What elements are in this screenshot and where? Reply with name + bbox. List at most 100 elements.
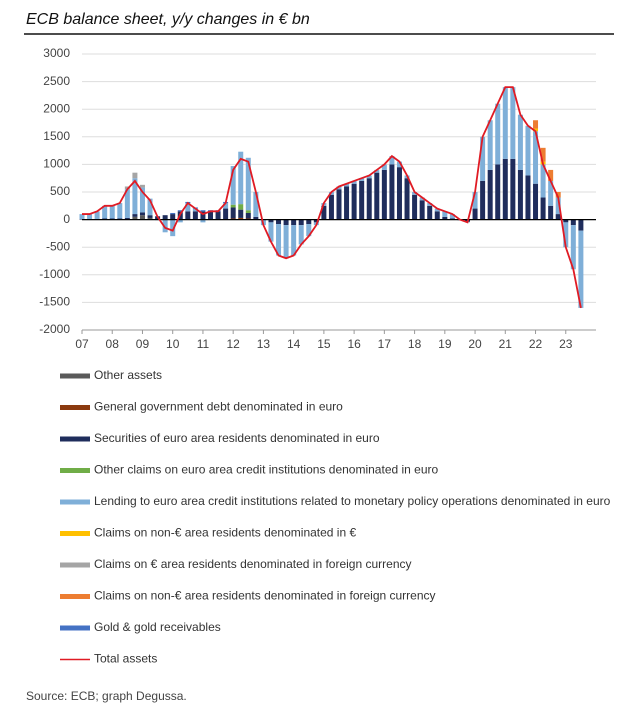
bar-segment xyxy=(230,166,236,205)
bar-segment xyxy=(525,125,531,176)
bar-segment xyxy=(298,225,304,245)
bar-segment xyxy=(502,87,508,159)
bar-segment xyxy=(132,214,138,217)
x-tick-label: 10 xyxy=(166,337,180,351)
bar-segment xyxy=(147,198,153,216)
bar-segment xyxy=(344,183,350,187)
y-tick-label: 3000 xyxy=(43,46,70,60)
y-tick-label: 0 xyxy=(63,212,70,226)
bar-segment xyxy=(177,210,183,212)
bar-segment xyxy=(449,214,455,219)
x-tick-label: 11 xyxy=(197,337,210,351)
bar-segment xyxy=(540,147,546,162)
bar-segment xyxy=(245,157,251,211)
bar-segment xyxy=(192,211,198,220)
bar-segment xyxy=(389,164,395,220)
bar-segment xyxy=(419,197,425,201)
legend-label: Other claims on euro area credit institu… xyxy=(94,463,439,477)
bar-segment xyxy=(525,175,531,220)
bar-segment xyxy=(238,209,244,218)
bar-segment xyxy=(132,178,138,215)
bar-segment xyxy=(419,200,425,220)
bar-segment xyxy=(238,204,244,210)
legend-label: Claims on non-€ area residents denominat… xyxy=(94,589,436,603)
legend-label: Lending to euro area credit institutions… xyxy=(94,494,611,508)
bar-segment xyxy=(412,194,418,220)
x-tick-label: 07 xyxy=(75,337,89,351)
x-tick-label: 23 xyxy=(559,337,573,351)
source-note: Source: ECB; graph Degussa. xyxy=(26,689,187,703)
bar-segment xyxy=(351,180,357,184)
bar-segment xyxy=(102,205,108,219)
bar-segment xyxy=(510,87,516,159)
bar-segment xyxy=(374,172,380,220)
bar-segment xyxy=(94,211,100,220)
bar-segment xyxy=(170,219,176,237)
bar-segment xyxy=(578,219,584,231)
bar-segment xyxy=(117,203,123,219)
bar-segment xyxy=(396,161,402,168)
bar-segment xyxy=(480,180,486,220)
bar-segment xyxy=(321,205,327,220)
bar-segment xyxy=(132,216,138,220)
bar-segment xyxy=(344,186,350,220)
y-tick-label: -1000 xyxy=(39,267,70,281)
legend-label: General government debt denominated in e… xyxy=(94,400,343,414)
bar-segment xyxy=(139,212,145,216)
bar-segment xyxy=(328,194,334,220)
bar-segment xyxy=(124,217,130,220)
bar-segment xyxy=(245,212,251,219)
bar-segment xyxy=(276,224,282,256)
x-tick-label: 16 xyxy=(347,337,361,351)
bar-segment xyxy=(517,114,523,170)
bar-segment xyxy=(291,225,297,256)
bar-segment xyxy=(162,219,168,233)
bar-segment xyxy=(555,214,561,220)
bar-segment xyxy=(109,205,115,219)
bar-segment xyxy=(533,183,539,220)
x-tick-label: 13 xyxy=(257,337,271,351)
bar-segment xyxy=(359,178,365,181)
legend-label: Gold & gold receivables xyxy=(94,620,221,634)
legend-label: Securities of euro area residents denomi… xyxy=(94,431,380,445)
bar-segment xyxy=(298,219,304,226)
legend-label: Other assets xyxy=(94,368,162,382)
bar-segment xyxy=(510,158,516,220)
bar-segment xyxy=(472,192,478,209)
bar-segment xyxy=(238,217,244,220)
bar-segment xyxy=(487,120,493,170)
bar-segment xyxy=(230,207,236,219)
bar-segment xyxy=(253,192,259,217)
bar-segment xyxy=(170,212,176,215)
bar-segment xyxy=(563,219,569,223)
bar-segment xyxy=(359,180,365,220)
bar-segment xyxy=(147,215,153,218)
bar-segment xyxy=(517,169,523,220)
bar-segment xyxy=(79,214,85,220)
bar-segment xyxy=(442,216,448,220)
bar-segment xyxy=(570,219,576,226)
x-tick-label: 08 xyxy=(106,337,120,351)
bar-segment xyxy=(502,158,508,220)
bar-segment xyxy=(200,219,206,223)
bar-segment xyxy=(223,208,229,220)
bar-segment xyxy=(472,208,478,220)
y-tick-label: 1500 xyxy=(43,129,70,143)
bar-segment xyxy=(291,219,297,226)
x-tick-label: 09 xyxy=(136,337,150,351)
bar-segment xyxy=(268,222,274,242)
bar-segment xyxy=(306,224,312,237)
x-tick-label: 19 xyxy=(438,337,452,351)
bar-segment xyxy=(495,103,501,165)
bar-segment xyxy=(427,203,433,206)
bar-segment xyxy=(533,128,539,132)
bar-segment xyxy=(215,211,221,220)
bar-segment xyxy=(132,172,138,179)
bar-segment xyxy=(230,204,236,208)
bar-segment xyxy=(238,151,244,205)
bar-segment xyxy=(434,211,440,220)
bar-segment xyxy=(223,203,229,209)
bar-segment xyxy=(381,164,387,170)
x-tick-label: 20 xyxy=(468,337,482,351)
